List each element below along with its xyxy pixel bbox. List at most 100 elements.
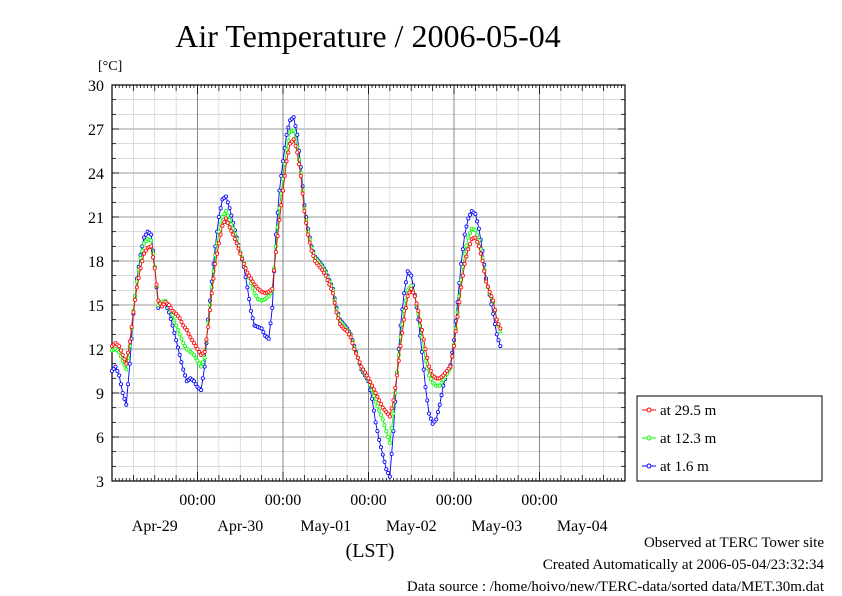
- data-point: [366, 376, 371, 381]
- data-point: [291, 128, 296, 133]
- legend-swatch-marker: [646, 407, 652, 413]
- data-point: [434, 417, 439, 422]
- data-point: [131, 310, 136, 315]
- series-at-12-3-m: [110, 128, 503, 445]
- data-point: [476, 244, 481, 249]
- data-point: [166, 302, 171, 307]
- data-point: [418, 318, 423, 323]
- data-point: [168, 305, 173, 310]
- data-point: [177, 316, 182, 321]
- data-point: [378, 401, 383, 406]
- data-point: [247, 273, 252, 278]
- series-line: [111, 116, 501, 479]
- data-point: [498, 344, 503, 349]
- data-point: [357, 360, 362, 365]
- data-point: [140, 258, 145, 263]
- data-point: [394, 373, 399, 378]
- series-at-29-5-m: [110, 137, 503, 419]
- data-point: [368, 379, 373, 384]
- data-point: [384, 429, 389, 434]
- data-point: [371, 408, 376, 413]
- data-point: [172, 330, 177, 335]
- data-point: [389, 426, 394, 431]
- data-point: [403, 305, 408, 310]
- x-date-label: May-04: [557, 518, 608, 535]
- data-point: [427, 364, 432, 369]
- data-point: [170, 323, 175, 328]
- data-point: [371, 387, 376, 392]
- data-point: [142, 235, 147, 240]
- data-point: [403, 280, 408, 285]
- data-point: [181, 341, 186, 346]
- legend-box: [636, 395, 823, 482]
- data-point: [179, 360, 184, 365]
- data-point: [309, 248, 314, 253]
- data-point: [425, 398, 430, 403]
- data-point: [186, 331, 191, 336]
- data-point: [216, 214, 221, 219]
- data-point: [222, 212, 227, 217]
- data-point: [311, 253, 316, 258]
- data-point: [156, 298, 161, 303]
- data-point: [370, 383, 375, 388]
- data-point: [243, 275, 248, 280]
- data-point: [382, 423, 387, 428]
- data-point: [423, 385, 428, 390]
- legend-label: at 12.3 m: [660, 431, 717, 447]
- data-point: [127, 361, 132, 366]
- data-point: [354, 351, 359, 356]
- data-point: [492, 322, 497, 327]
- data-point: [193, 355, 198, 360]
- data-point: [252, 291, 257, 296]
- data-point: [149, 232, 154, 237]
- data-point: [491, 298, 496, 303]
- legend-swatch-marker: [646, 435, 652, 441]
- data-point: [380, 452, 385, 457]
- y-tick-label: 18: [88, 254, 104, 271]
- data-point: [218, 206, 223, 211]
- data-point: [293, 143, 298, 148]
- x-time-label: 00:00: [436, 492, 472, 509]
- data-point: [480, 258, 485, 263]
- data-point: [387, 474, 392, 479]
- plot-frame: [111, 84, 626, 482]
- data-point: [362, 370, 367, 375]
- data-point: [183, 373, 188, 378]
- data-point: [126, 382, 131, 387]
- data-point: [373, 420, 378, 425]
- data-point: [183, 344, 188, 349]
- legend-label: at 1.6 m: [660, 459, 709, 475]
- data-point: [133, 297, 138, 302]
- data-point: [389, 451, 394, 456]
- data-point: [232, 236, 237, 241]
- data-point: [277, 217, 282, 222]
- data-point: [250, 279, 255, 284]
- data-point: [359, 364, 364, 369]
- data-point: [412, 294, 417, 299]
- data-point: [389, 406, 394, 411]
- data-point: [428, 416, 433, 421]
- data-point: [175, 327, 180, 332]
- data-point: [377, 398, 382, 403]
- data-point: [435, 410, 440, 415]
- data-point: [280, 188, 285, 193]
- data-point: [320, 267, 325, 272]
- data-point: [213, 261, 218, 266]
- data-point: [248, 308, 253, 313]
- data-point: [229, 213, 234, 218]
- data-point: [482, 269, 487, 274]
- data-point: [227, 217, 232, 222]
- data-point: [485, 284, 490, 289]
- data-point: [378, 412, 383, 417]
- data-point: [282, 173, 287, 178]
- data-point: [375, 404, 380, 409]
- data-point: [355, 355, 360, 360]
- x-date-label: Apr-30: [217, 518, 263, 535]
- series-layer: [110, 115, 503, 479]
- data-point: [419, 327, 424, 332]
- data-point: [199, 364, 204, 369]
- data-point: [451, 344, 456, 349]
- data-point: [489, 294, 494, 299]
- y-tick-label: 3: [96, 474, 104, 491]
- data-point: [179, 319, 184, 324]
